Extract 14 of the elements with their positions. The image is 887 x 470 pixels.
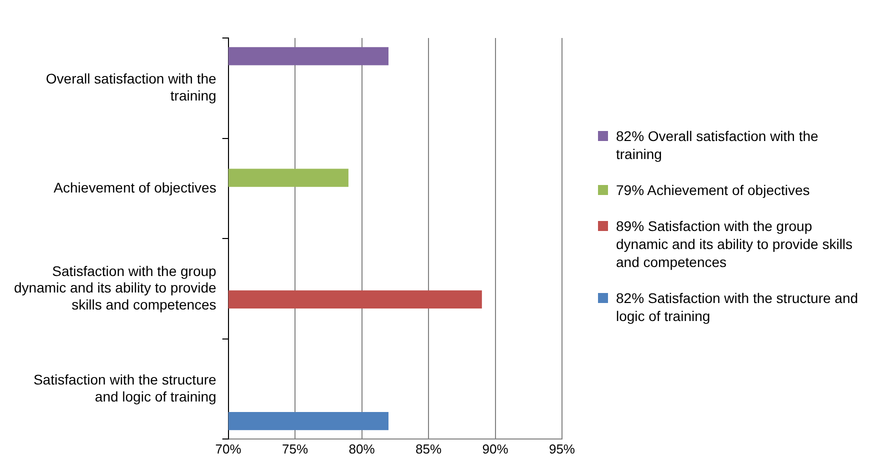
- y-tick-label: Satisfaction with the group dynamic and its ability to provide skills and competences: [14, 262, 217, 312]
- x-tick-label: 95%: [548, 442, 576, 457]
- x-tick-label: 90%: [482, 442, 509, 457]
- x-tick-label: 70%: [215, 442, 242, 457]
- legend-label: 82% Satisfaction with the structure and logic of training: [616, 289, 860, 325]
- legend-label: 89% Satisfaction with the group dynamic and its ability to provide skills and competences: [616, 217, 854, 271]
- y-tick-label: Achievement of objectives: [54, 179, 216, 196]
- legend-label: 82% Overall satisfaction with the training: [616, 127, 820, 163]
- x-tick-label: 80%: [348, 442, 376, 457]
- y-tick-label: Overall satisfaction with the training: [46, 70, 217, 104]
- y-tick-label: Satisfaction with the structure and logic of training: [33, 372, 217, 404]
- x-tick-label: 85%: [416, 442, 442, 457]
- legend-label: 79% Achievement of objectives: [616, 181, 810, 199]
- x-tick-label: 75%: [282, 442, 308, 457]
